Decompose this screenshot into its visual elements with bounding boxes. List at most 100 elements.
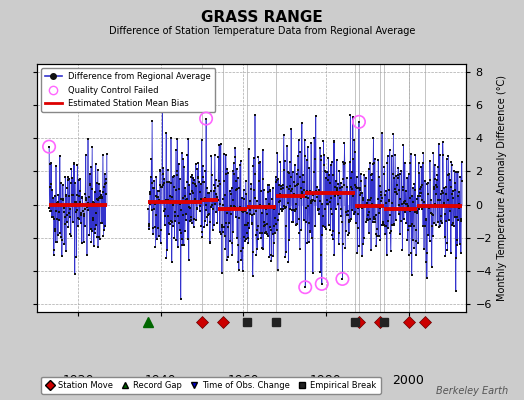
Point <box>160 208 168 215</box>
Point <box>199 163 207 169</box>
Point <box>47 208 55 214</box>
Point <box>408 193 416 200</box>
Point <box>423 250 431 256</box>
Point <box>285 186 293 192</box>
Point <box>396 170 404 177</box>
Point <box>217 224 226 230</box>
Point <box>280 203 288 209</box>
Point <box>65 192 73 199</box>
Point <box>412 208 421 214</box>
Point <box>297 185 305 191</box>
Point <box>78 194 86 200</box>
Point <box>263 231 271 237</box>
Point <box>373 230 381 237</box>
Point <box>249 163 257 170</box>
Point <box>349 156 357 162</box>
Point <box>366 160 374 166</box>
Point <box>387 153 396 159</box>
Point <box>439 190 447 196</box>
Point <box>409 185 417 192</box>
Point <box>302 219 310 226</box>
Point <box>341 244 350 251</box>
Point <box>343 184 352 191</box>
Point <box>337 213 345 219</box>
Point <box>327 195 335 202</box>
Point <box>303 144 312 151</box>
Point <box>64 224 72 230</box>
Point <box>343 212 352 219</box>
Point <box>342 208 350 215</box>
Point <box>368 218 377 225</box>
Point <box>174 220 183 226</box>
Point <box>421 216 430 223</box>
Point <box>339 240 347 247</box>
Point <box>205 239 214 246</box>
Point <box>45 144 53 150</box>
Point <box>179 195 187 201</box>
Point <box>456 218 465 224</box>
Point <box>231 204 239 211</box>
Point <box>376 236 385 243</box>
Point <box>410 244 418 251</box>
Point <box>385 198 393 204</box>
Point <box>352 184 361 190</box>
Point <box>370 156 379 162</box>
Point <box>204 212 213 219</box>
Point <box>371 218 379 225</box>
Point <box>422 216 431 223</box>
Point <box>253 198 261 204</box>
Point <box>281 254 289 260</box>
Point <box>167 218 175 225</box>
Point <box>174 161 183 168</box>
Point <box>165 179 173 185</box>
Point <box>284 259 292 265</box>
Point <box>440 185 449 191</box>
Point <box>269 253 277 260</box>
Point <box>59 197 68 203</box>
Point <box>223 210 232 216</box>
Point <box>209 206 217 212</box>
Point <box>389 222 398 228</box>
Point <box>427 202 435 208</box>
Point <box>354 210 362 217</box>
Point <box>75 215 83 222</box>
Point <box>169 222 177 229</box>
Point <box>294 181 302 187</box>
Point <box>226 188 234 194</box>
Point <box>292 222 300 228</box>
Point <box>260 218 268 225</box>
Point <box>191 195 200 202</box>
Point <box>210 182 219 188</box>
Point <box>454 168 462 175</box>
Point <box>325 172 333 178</box>
Point <box>396 195 405 202</box>
Point <box>275 199 283 206</box>
Point <box>315 197 324 204</box>
Point <box>149 184 158 191</box>
Point <box>169 174 177 180</box>
Point <box>359 241 368 247</box>
Point <box>429 211 437 218</box>
Point <box>345 219 354 225</box>
Point <box>386 212 394 218</box>
Point <box>358 252 366 259</box>
Point <box>57 180 65 186</box>
Point <box>437 190 445 197</box>
Point <box>242 191 250 198</box>
Point <box>83 200 92 206</box>
Point <box>428 210 436 217</box>
Point <box>329 236 337 242</box>
Point <box>69 218 77 225</box>
Point <box>324 200 332 207</box>
Point <box>161 206 169 212</box>
Point <box>449 195 457 202</box>
Point <box>254 154 263 160</box>
Point <box>206 218 214 225</box>
Point <box>264 233 272 239</box>
Point <box>339 159 347 166</box>
Point <box>273 150 281 156</box>
Point <box>268 231 277 237</box>
Point <box>76 176 84 182</box>
Point <box>203 185 211 191</box>
Point <box>391 217 400 223</box>
